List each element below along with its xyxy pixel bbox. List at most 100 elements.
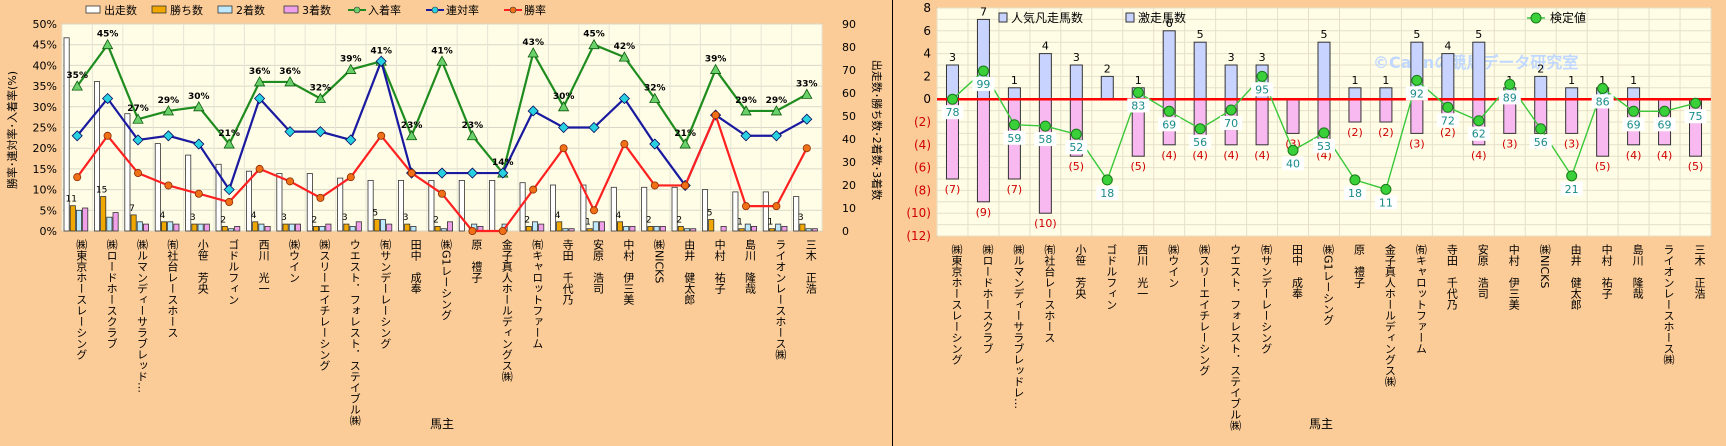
bar-出走数	[367, 179, 374, 232]
place-rate-label: 39%	[705, 55, 727, 65]
bar-surprise-run	[1038, 53, 1052, 100]
marker-連対率	[497, 167, 509, 179]
win-count-label: 2	[646, 215, 652, 225]
place-rate-label: 41%	[370, 46, 392, 56]
y-tick-label: (8)	[914, 183, 931, 197]
bar-2着数	[805, 228, 812, 232]
bottom-count-label: (2)	[1347, 126, 1363, 139]
bar-3着数	[446, 221, 453, 232]
marker-test-value	[1535, 123, 1547, 135]
bottom-count-label: (4)	[1254, 149, 1270, 162]
test-value-label: 86	[1596, 95, 1610, 108]
bar-出走数	[154, 143, 161, 232]
bar-surprise-run	[1162, 30, 1176, 100]
y-tick-label: (2)	[914, 115, 931, 129]
legend: 出走数 勝ち数 2着数 3着数 入着率 連対率 勝率	[85, 3, 546, 17]
bar-出走数	[458, 179, 465, 232]
marker-入着率	[801, 88, 813, 99]
chart-panel-owner-rates: 0% 5% 10% 15% 20% 25% 30% 35% 40% 45% 50% 0 10 20 30 40…	[0, 0, 892, 446]
marker-連対率	[649, 138, 661, 150]
bottom-count-label: (7)	[945, 183, 961, 196]
marker-連対率	[132, 134, 144, 146]
legend-label: 勝ち数	[170, 3, 203, 17]
place-rate-label: 35%	[66, 71, 88, 81]
test-value-label-bg	[1436, 113, 1459, 128]
category-label: ウエスト．フォレスト．ステイブル㈱	[348, 239, 361, 426]
win-count-label: 4	[616, 211, 622, 221]
marker-勝率	[73, 173, 82, 182]
category-label: ㈲社台レースホース	[1043, 244, 1056, 343]
marker-入着率	[71, 80, 83, 91]
test-value-label: 89	[1503, 91, 1517, 104]
test-value-label: 92	[1410, 87, 1424, 100]
test-value-label-bg	[1684, 109, 1707, 124]
bar-勝ち数	[252, 221, 259, 232]
test-value-label: 70	[1224, 117, 1238, 130]
marker-勝率	[164, 181, 173, 190]
test-value-label-bg	[1127, 98, 1150, 113]
marker-test-value	[1039, 120, 1051, 132]
marker-test-value	[1132, 86, 1144, 98]
bar-出走数	[550, 184, 557, 232]
marker-test-value	[1659, 105, 1671, 117]
bar-出走数	[580, 184, 587, 232]
marker-入着率	[770, 105, 783, 116]
marker-連対率	[466, 167, 478, 179]
left-tick-label: 15%	[33, 163, 57, 176]
y-tick-label: 0	[923, 92, 931, 106]
marker-test-value	[1287, 144, 1299, 156]
marker-入着率	[649, 92, 661, 103]
legend-marker-test	[1530, 12, 1542, 24]
bar-出走数	[762, 191, 769, 232]
test-value-label: 75	[1689, 110, 1703, 123]
test-value-label-bg	[1251, 82, 1274, 97]
bar-出走数	[702, 189, 709, 232]
test-value-label-bg	[1343, 185, 1366, 200]
bar-2着数	[258, 223, 265, 232]
place-rate-label: 33%	[796, 79, 818, 89]
marker-勝率	[103, 131, 112, 140]
marker-勝率	[316, 193, 325, 202]
marker-入着率	[345, 63, 357, 74]
test-value-label-bg	[1282, 156, 1305, 171]
test-value-label: 53	[1317, 140, 1331, 153]
bar-3着数	[264, 225, 271, 232]
win-count-label: 15	[96, 186, 107, 196]
bar-3着数	[720, 225, 727, 232]
bar-2着数	[744, 223, 751, 232]
win-count-label: 1	[585, 218, 591, 228]
category-label: 中村 祐子	[713, 239, 726, 294]
top-count-label: 1	[1351, 74, 1358, 87]
bar-2着数	[562, 228, 569, 232]
bar-2着数	[684, 228, 691, 232]
test-value-label-bg	[1158, 117, 1181, 132]
bar-unpopular-loss	[1286, 98, 1300, 134]
bar-3着数	[690, 228, 697, 232]
bottom-count-label: (4)	[1657, 149, 1673, 162]
bar-3着数	[325, 223, 332, 232]
category-label: 中村 伊三美	[1507, 244, 1520, 310]
top-count-label: 3	[949, 51, 956, 64]
right-tick-label: 30	[842, 156, 856, 169]
category-label: ㈱ウイン	[288, 239, 301, 283]
category-label: ㈱G1レーシング	[440, 239, 453, 321]
bar-unpopular-loss	[1348, 98, 1362, 123]
top-count-label: 3	[1073, 51, 1080, 64]
marker-勝率	[802, 144, 811, 153]
category-label: 島川 隆哉	[1631, 243, 1644, 299]
test-value-label: 83	[1131, 99, 1145, 112]
bar-2着数	[136, 221, 143, 232]
place-rate-label: 41%	[431, 46, 453, 56]
marker-入着率	[436, 55, 448, 66]
bar-3着数	[294, 223, 301, 232]
test-value-label: 56	[1534, 136, 1548, 149]
bar-surprise-run	[1317, 41, 1331, 100]
marker-連対率	[740, 130, 752, 142]
test-value-label-bg	[972, 76, 995, 91]
marker-test-value	[1256, 70, 1268, 82]
marker-連対率	[193, 138, 205, 150]
place-rate-label: 30%	[553, 92, 575, 102]
marker-入着率	[162, 105, 175, 116]
marker-勝率	[772, 202, 781, 211]
test-value-label: 72	[1441, 114, 1455, 127]
